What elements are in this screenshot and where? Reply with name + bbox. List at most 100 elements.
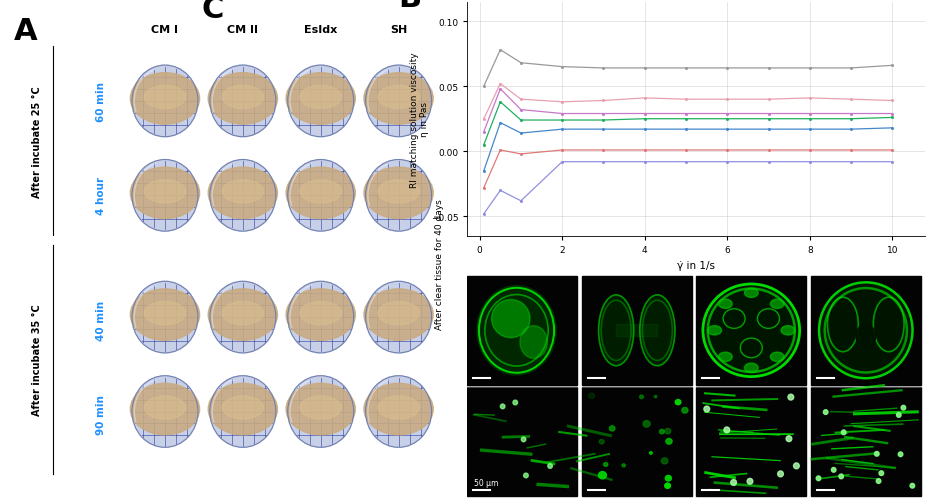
CUBIC xyxy=(598,127,609,133)
Ellipse shape xyxy=(222,86,263,109)
Circle shape xyxy=(210,376,276,447)
RIMS xyxy=(478,84,489,90)
Easy Idx xyxy=(639,96,650,102)
Ellipse shape xyxy=(856,325,876,349)
Easy Idx xyxy=(681,97,692,103)
CUBIC xyxy=(887,126,898,132)
Line: Water: Water xyxy=(483,161,894,216)
Ellipse shape xyxy=(640,395,644,399)
Ellipse shape xyxy=(643,421,650,427)
Ellipse shape xyxy=(665,483,671,488)
SH mount xyxy=(887,111,898,117)
Circle shape xyxy=(365,66,432,137)
Text: 60 min: 60 min xyxy=(96,82,106,122)
Easy Idx xyxy=(804,96,816,102)
Ellipse shape xyxy=(839,474,844,479)
Easy Idx xyxy=(845,97,857,103)
Easy Idx xyxy=(515,97,526,103)
Ellipse shape xyxy=(842,430,846,435)
Ellipse shape xyxy=(703,285,800,377)
Ellipse shape xyxy=(144,302,186,325)
Ellipse shape xyxy=(879,471,883,475)
CM 1 xyxy=(557,118,568,124)
CM 1 xyxy=(478,142,489,148)
SH mount xyxy=(845,111,857,117)
Circle shape xyxy=(287,66,353,137)
Ellipse shape xyxy=(817,476,821,480)
Easy Idx xyxy=(557,100,568,106)
CUBIC xyxy=(515,131,526,137)
CM 2 xyxy=(722,148,733,154)
RIMS xyxy=(722,66,733,72)
CUBIC xyxy=(639,127,650,133)
Text: CM I: CM I xyxy=(152,25,179,35)
Bar xyxy=(582,276,692,385)
Water xyxy=(557,159,568,165)
Bar xyxy=(467,387,578,496)
Line: Easy Idx: Easy Idx xyxy=(483,83,894,121)
Y-axis label: RI matching solution viscosity
η in Pas: RI matching solution viscosity η in Pas xyxy=(410,52,430,187)
Water xyxy=(763,159,774,165)
Ellipse shape xyxy=(589,393,594,399)
Ellipse shape xyxy=(144,86,186,109)
Text: After incubate 25 °C: After incubate 25 °C xyxy=(32,86,42,197)
Line: CM 1: CM 1 xyxy=(483,101,894,147)
Easy Idx xyxy=(598,98,609,104)
RIMS xyxy=(598,66,609,72)
CUBIC xyxy=(722,127,733,133)
Ellipse shape xyxy=(731,479,737,485)
Ellipse shape xyxy=(208,289,277,341)
Ellipse shape xyxy=(682,408,688,413)
SH mount xyxy=(763,111,774,117)
SH mount xyxy=(495,87,506,93)
CM 2 xyxy=(804,148,816,154)
Ellipse shape xyxy=(704,406,710,412)
Ellipse shape xyxy=(770,300,784,309)
Ellipse shape xyxy=(793,463,799,469)
CUBIC xyxy=(804,127,816,133)
Text: 90 min: 90 min xyxy=(96,394,106,434)
Ellipse shape xyxy=(522,437,525,442)
Water xyxy=(681,159,692,165)
Water xyxy=(804,159,816,165)
Ellipse shape xyxy=(599,471,606,479)
Ellipse shape xyxy=(786,436,791,442)
Ellipse shape xyxy=(599,295,633,366)
Circle shape xyxy=(132,66,198,137)
Ellipse shape xyxy=(130,168,200,219)
Ellipse shape xyxy=(649,452,652,454)
CM 1 xyxy=(681,116,692,122)
CM 1 xyxy=(515,118,526,124)
Water xyxy=(598,159,609,165)
Ellipse shape xyxy=(661,458,668,464)
Ellipse shape xyxy=(747,478,753,484)
Ellipse shape xyxy=(524,473,528,478)
Circle shape xyxy=(365,376,432,447)
Ellipse shape xyxy=(823,410,828,415)
Ellipse shape xyxy=(874,451,879,456)
Ellipse shape xyxy=(781,326,795,335)
Ellipse shape xyxy=(744,363,758,373)
CM 1 xyxy=(495,100,506,106)
Circle shape xyxy=(210,66,276,137)
RIMS xyxy=(639,66,650,72)
Ellipse shape xyxy=(364,383,433,435)
Ellipse shape xyxy=(300,86,341,109)
Text: 4 hour: 4 hour xyxy=(96,177,106,215)
Ellipse shape xyxy=(719,352,732,362)
Circle shape xyxy=(132,160,198,231)
Ellipse shape xyxy=(599,439,604,444)
Ellipse shape xyxy=(831,467,836,472)
Circle shape xyxy=(365,160,432,231)
CUBIC xyxy=(845,127,857,133)
Ellipse shape xyxy=(300,396,341,419)
Line: SH mount: SH mount xyxy=(483,88,894,134)
CM 2 xyxy=(598,148,609,154)
Circle shape xyxy=(210,160,276,231)
SH mount xyxy=(478,129,489,135)
Ellipse shape xyxy=(876,479,881,483)
SH mount xyxy=(557,111,568,117)
Ellipse shape xyxy=(378,86,419,109)
CM 2 xyxy=(557,148,568,154)
X-axis label: γ̇ in 1/s: γ̇ in 1/s xyxy=(677,260,715,270)
